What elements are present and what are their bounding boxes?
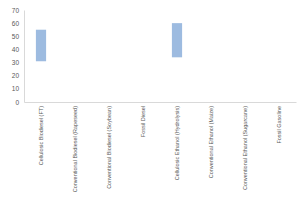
y-tick: 50 xyxy=(12,33,24,40)
x-tick-label: Fossil Gasoline xyxy=(276,106,282,144)
y-tick: 30 xyxy=(12,59,24,66)
bar xyxy=(36,30,46,62)
x-tick: Conventional Ethanol (Maize) xyxy=(208,102,214,178)
y-tick: 60 xyxy=(12,20,24,27)
y-tick-label: 50 xyxy=(12,33,20,40)
y-axis: 0 10 20 30 40 50 60 70 xyxy=(12,7,25,106)
bars xyxy=(36,23,182,61)
y-tick-label: 0 xyxy=(15,99,19,106)
x-axis-line xyxy=(25,102,297,103)
y-tick-label: 30 xyxy=(12,59,20,66)
x-tick-label: Cellulosic Ethanol (Hydrolysis) xyxy=(174,106,180,180)
x-tick-label: Conventional Biodiesel (Soybean) xyxy=(106,106,112,189)
y-tick-label: 70 xyxy=(12,7,20,14)
x-tick-label: Conventional Ethanol (Sugarcane) xyxy=(242,106,248,190)
y-axis-line xyxy=(24,11,25,103)
y-tick: 40 xyxy=(12,46,24,53)
x-tick: Fossil Diesel xyxy=(140,102,146,137)
y-tick: 0 xyxy=(15,99,24,106)
x-tick: Cellulosic Ethanol (Hydrolysis) xyxy=(174,102,180,180)
chart: 0 10 20 30 40 50 60 70 Cellulosic Biodiesel (FT)… xyxy=(0,0,300,202)
x-tick: Fossil Gasoline xyxy=(276,102,282,144)
plot: 0 10 20 30 40 50 60 70 Cellulosic Biodiesel (FT)… xyxy=(12,7,297,193)
bar xyxy=(172,23,182,57)
x-tick: Cellulosic Biodiesel (FT) xyxy=(38,102,44,165)
y-tick: 70 xyxy=(12,7,24,14)
x-tick: Conventional Biodiesel (Rapeseed) xyxy=(72,102,78,192)
x-tick-label: Conventional Biodiesel (Rapeseed) xyxy=(72,106,78,192)
y-tick-label: 60 xyxy=(12,20,20,27)
x-tick-label: Conventional Ethanol (Maize) xyxy=(208,106,214,178)
y-tick: 10 xyxy=(12,85,24,92)
x-axis: Cellulosic Biodiesel (FT) Conventional Bi… xyxy=(25,102,297,192)
x-tick: Conventional Ethanol (Sugarcane) xyxy=(242,102,248,190)
x-tick-label: Fossil Diesel xyxy=(140,106,146,137)
y-tick: 20 xyxy=(12,72,24,79)
y-tick-label: 10 xyxy=(12,85,20,92)
y-tick-label: 40 xyxy=(12,46,20,53)
x-tick: Conventional Biodiesel (Soybean) xyxy=(106,102,112,189)
y-tick-label: 20 xyxy=(12,72,20,79)
x-tick-label: Cellulosic Biodiesel (FT) xyxy=(38,106,44,165)
